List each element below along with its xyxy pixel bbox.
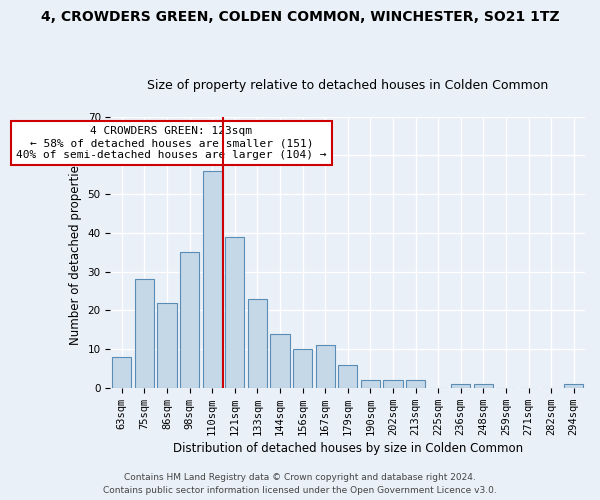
Bar [293,349,312,388]
Bar [203,171,222,388]
Bar [451,384,470,388]
Bar [564,384,583,388]
Bar [135,280,154,388]
Bar [112,357,131,388]
Bar [157,302,176,388]
Text: Contains HM Land Registry data © Crown copyright and database right 2024.
Contai: Contains HM Land Registry data © Crown c… [103,474,497,495]
Y-axis label: Number of detached properties: Number of detached properties [69,160,82,346]
Bar [338,364,358,388]
Title: Size of property relative to detached houses in Colden Common: Size of property relative to detached ho… [147,79,548,92]
Bar [474,384,493,388]
Bar [316,345,335,388]
Text: 4, CROWDERS GREEN, COLDEN COMMON, WINCHESTER, SO21 1TZ: 4, CROWDERS GREEN, COLDEN COMMON, WINCHE… [41,10,559,24]
Bar [383,380,403,388]
Bar [361,380,380,388]
Bar [248,299,267,388]
Text: 4 CROWDERS GREEN: 123sqm
← 58% of detached houses are smaller (151)
40% of semi-: 4 CROWDERS GREEN: 123sqm ← 58% of detach… [16,126,327,160]
X-axis label: Distribution of detached houses by size in Colden Common: Distribution of detached houses by size … [173,442,523,455]
Bar [180,252,199,388]
Bar [406,380,425,388]
Bar [225,237,244,388]
Bar [271,334,290,388]
